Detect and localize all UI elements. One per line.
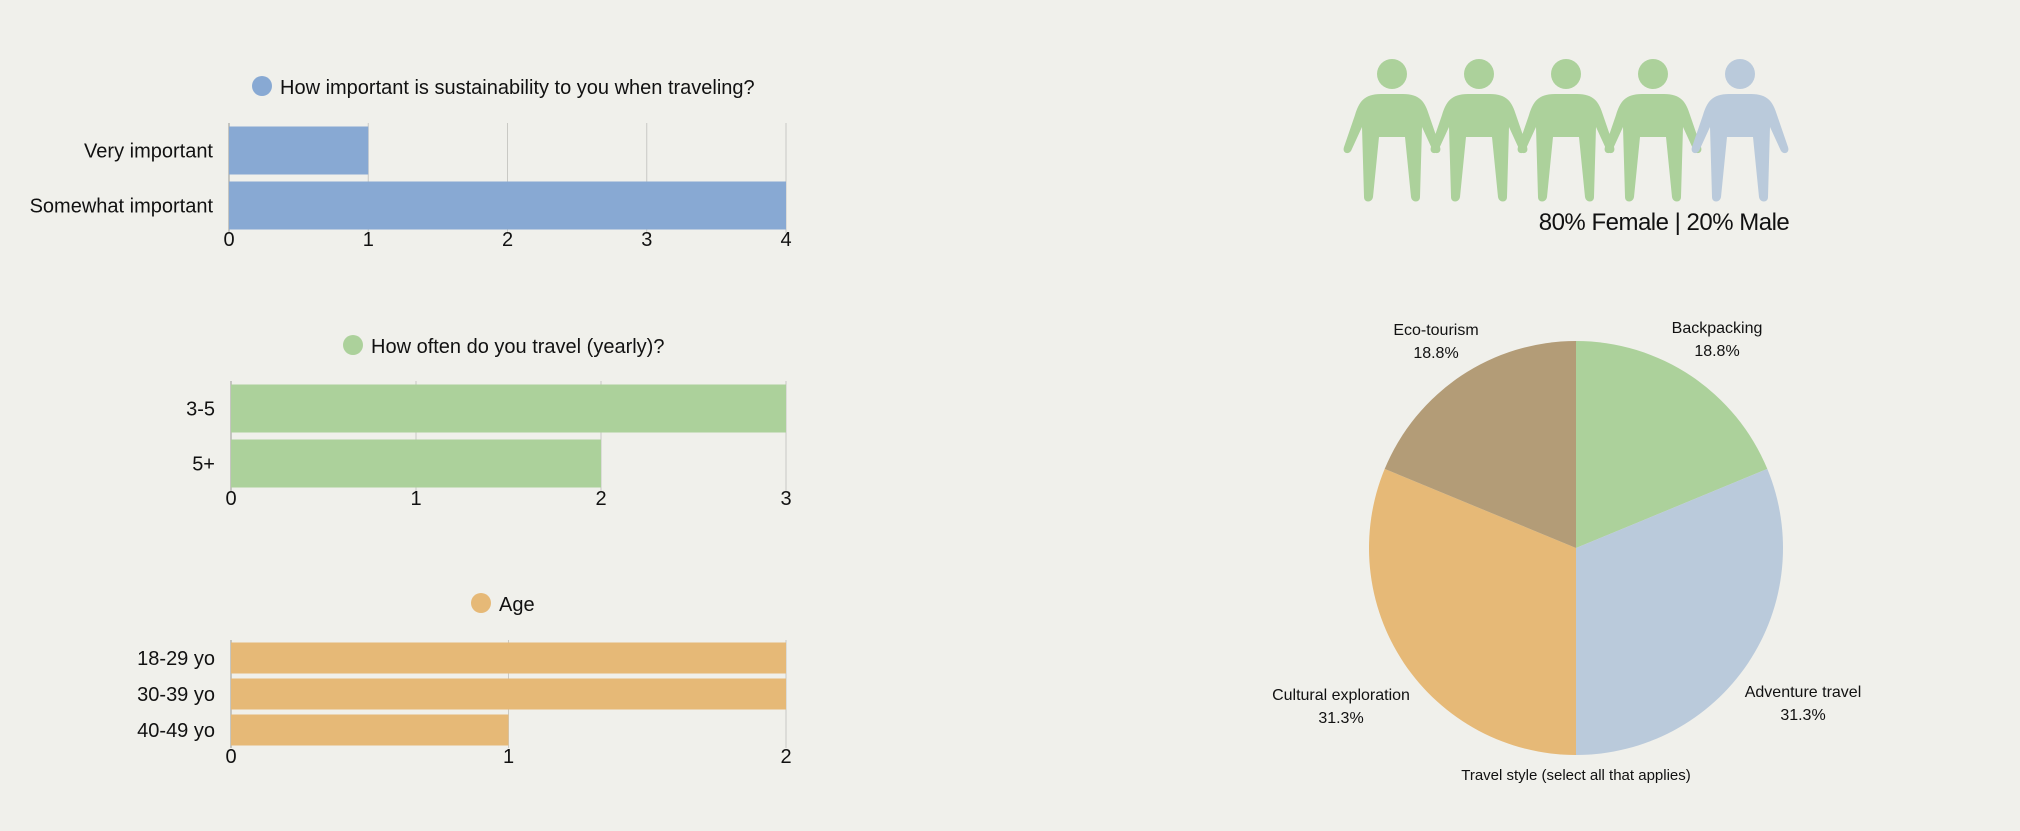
category-label: Very important [84, 141, 213, 163]
category-label: Somewhat important [30, 196, 214, 218]
female-person-icon [1430, 59, 1528, 202]
pie-title: Travel style (select all that applies) [1461, 767, 1691, 784]
pie-slice-eco-tourism [1384, 341, 1576, 548]
bar-5- [231, 439, 601, 488]
pie-label: Adventure travel [1745, 684, 1862, 701]
legend-swatch [252, 76, 272, 96]
gender-caption: 80% Female | 20% Male [1539, 209, 1790, 236]
x-tick-label: 3 [780, 488, 791, 510]
bar-somewhat-important [229, 181, 786, 230]
x-tick-label: 2 [595, 488, 606, 510]
pie-label: Backpacking [1672, 320, 1763, 337]
bar-40-49-yo [231, 714, 509, 746]
pie-percent: 18.8% [1413, 345, 1458, 362]
female-person-icon [1604, 59, 1702, 202]
pie-percent: 31.3% [1780, 707, 1825, 724]
bar-30-39-yo [231, 678, 786, 710]
bar-18-29-yo [231, 642, 786, 674]
legend-label: Age [499, 594, 535, 616]
pie-label: Cultural exploration [1272, 687, 1410, 704]
x-tick-label: 4 [780, 229, 791, 251]
x-tick-label: 1 [363, 229, 374, 251]
legend-label: How often do you travel (yearly)? [371, 336, 664, 358]
female-person-icon [1343, 59, 1441, 202]
category-label: 40-49 yo [137, 720, 215, 742]
category-label: 5+ [192, 454, 215, 476]
x-tick-label: 0 [225, 746, 236, 768]
legend-swatch [343, 335, 363, 355]
pie-slice-adventure-travel [1576, 468, 1783, 755]
x-tick-label: 2 [502, 229, 513, 251]
x-tick-label: 0 [223, 229, 234, 251]
bar-chart-2: How often do you travel (yearly)? 3-5 5+ 0 1… [186, 335, 792, 510]
bar-chart-3: Age 18-29 yo 30-39 yo 40-49 yo 0 1 2 [137, 593, 792, 768]
legend-swatch [471, 593, 491, 613]
pie-percent: 18.8% [1694, 343, 1739, 360]
pie-slice-backpacking [1576, 341, 1768, 548]
x-tick-label: 2 [780, 746, 791, 768]
pie-slice-cultural-exploration [1369, 468, 1576, 755]
travel-style-pie-chart: Backpacking 18.8% Adventure travel 31.3% Cul… [1272, 320, 1861, 784]
bar-very-important [229, 126, 369, 175]
female-person-icon [1517, 59, 1615, 202]
x-tick-label: 1 [503, 746, 514, 768]
category-label: 18-29 yo [137, 648, 215, 670]
pie-label: Eco-tourism [1393, 322, 1478, 339]
bar-3-5 [231, 384, 786, 433]
x-tick-label: 3 [641, 229, 652, 251]
pie-percent: 31.3% [1318, 710, 1363, 727]
legend-label: How important is sustainability to you w… [280, 77, 755, 99]
male-person-icon [1691, 59, 1789, 202]
gender-infographic: 80% Female | 20% Male [1343, 59, 1790, 236]
bar-chart-1: How important is sustainability to you w… [30, 76, 792, 251]
category-label: 30-39 yo [137, 684, 215, 706]
category-label: 3-5 [186, 399, 215, 421]
bar-charts: How important is sustainability to you w… [30, 76, 792, 768]
x-tick-label: 0 [225, 488, 236, 510]
x-tick-label: 1 [410, 488, 421, 510]
